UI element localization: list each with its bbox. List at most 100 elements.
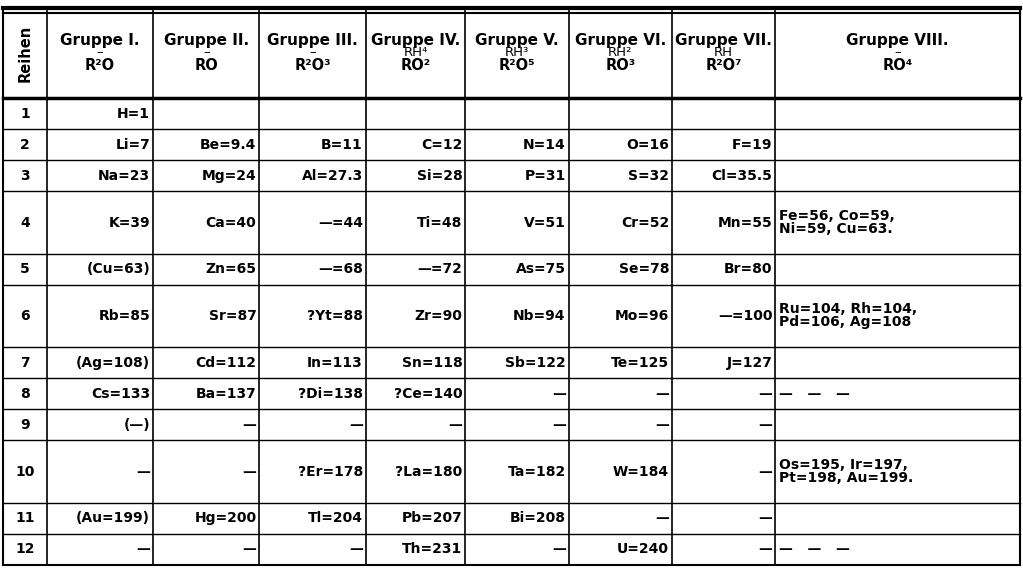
Text: J=127: J=127 — [726, 356, 772, 369]
Text: S=32: S=32 — [628, 169, 669, 183]
Text: ?Ce=140: ?Ce=140 — [394, 387, 462, 401]
Text: 11: 11 — [15, 511, 35, 526]
Text: B=11: B=11 — [321, 138, 363, 152]
Text: —: — — [136, 543, 150, 556]
Text: —: — — [655, 387, 669, 401]
Text: Br=80: Br=80 — [724, 262, 772, 276]
Text: RO: RO — [194, 59, 218, 74]
Text: (Au=199): (Au=199) — [76, 511, 150, 526]
Text: Sn=118: Sn=118 — [401, 356, 462, 369]
Text: Be=9.4: Be=9.4 — [201, 138, 257, 152]
Text: Mn=55: Mn=55 — [718, 215, 772, 230]
Text: Hg=200: Hg=200 — [194, 511, 257, 526]
Text: K=39: K=39 — [108, 215, 150, 230]
Text: Gruppe VIII.: Gruppe VIII. — [846, 32, 949, 47]
Text: Te=125: Te=125 — [611, 356, 669, 369]
Text: —: — — [759, 511, 772, 526]
Text: V=51: V=51 — [524, 215, 566, 230]
Text: Rb=85: Rb=85 — [98, 309, 150, 323]
Text: Ca=40: Ca=40 — [206, 215, 257, 230]
Text: F=19: F=19 — [731, 138, 772, 152]
Text: Na=23: Na=23 — [98, 169, 150, 183]
Text: –: – — [309, 47, 316, 59]
Text: Zr=90: Zr=90 — [414, 309, 462, 323]
Text: Li=7: Li=7 — [116, 138, 150, 152]
Text: RH⁴: RH⁴ — [403, 47, 428, 59]
Text: R²O⁵: R²O⁵ — [498, 59, 535, 74]
Text: (Ag=108): (Ag=108) — [76, 356, 150, 369]
Text: 8: 8 — [20, 387, 30, 401]
Text: —=68: —=68 — [318, 262, 363, 276]
Text: P=31: P=31 — [525, 169, 566, 183]
Text: Mg=24: Mg=24 — [202, 169, 257, 183]
Text: (—): (—) — [124, 418, 150, 432]
Text: Fe=56, Co=59,: Fe=56, Co=59, — [780, 209, 895, 223]
Text: Gruppe VII.: Gruppe VII. — [675, 32, 772, 47]
Text: Al=27.3: Al=27.3 — [302, 169, 363, 183]
Text: Ba=137: Ba=137 — [195, 387, 257, 401]
Text: Tl=204: Tl=204 — [308, 511, 363, 526]
Text: Pt=198, Au=199.: Pt=198, Au=199. — [780, 471, 914, 485]
Text: Mo=96: Mo=96 — [615, 309, 669, 323]
Text: ?Yt=88: ?Yt=88 — [307, 309, 363, 323]
Text: —: — — [655, 511, 669, 526]
Text: —: — — [551, 418, 566, 432]
Text: —   —   —: — — — — [780, 387, 850, 401]
Text: U=240: U=240 — [617, 543, 669, 556]
Text: Os=195, Ir=197,: Os=195, Ir=197, — [780, 458, 908, 472]
Text: —: — — [759, 387, 772, 401]
Text: Cl=35.5: Cl=35.5 — [712, 169, 772, 183]
Text: —=44: —=44 — [318, 215, 363, 230]
Text: 12: 12 — [15, 543, 35, 556]
Text: 3: 3 — [20, 169, 30, 183]
Text: Ni=59, Cu=63.: Ni=59, Cu=63. — [780, 222, 893, 236]
Text: In=113: In=113 — [307, 356, 363, 369]
Text: C=12: C=12 — [420, 138, 462, 152]
Text: —: — — [349, 418, 363, 432]
Text: 2: 2 — [20, 138, 30, 152]
Text: —: — — [136, 465, 150, 479]
Text: O=16: O=16 — [626, 138, 669, 152]
Text: As=75: As=75 — [516, 262, 566, 276]
Text: 7: 7 — [20, 356, 30, 369]
Text: ?Di=138: ?Di=138 — [298, 387, 363, 401]
Text: —: — — [551, 543, 566, 556]
Text: —: — — [759, 465, 772, 479]
Text: Reihen: Reihen — [17, 25, 33, 82]
Text: —: — — [448, 418, 462, 432]
Text: W=184: W=184 — [613, 465, 669, 479]
Text: ?La=180: ?La=180 — [395, 465, 462, 479]
Text: H=1: H=1 — [117, 107, 150, 121]
Text: Zn=65: Zn=65 — [206, 262, 257, 276]
Text: RH²: RH² — [608, 47, 632, 59]
Text: —: — — [551, 387, 566, 401]
Text: Gruppe II.: Gruppe II. — [164, 32, 249, 47]
Text: Gruppe VI.: Gruppe VI. — [575, 32, 666, 47]
Text: —: — — [349, 543, 363, 556]
Text: —: — — [655, 418, 669, 432]
Text: –: – — [96, 47, 103, 59]
Text: —: — — [242, 418, 257, 432]
Text: Gruppe III.: Gruppe III. — [267, 32, 358, 47]
Text: 5: 5 — [20, 262, 30, 276]
Text: Bi=208: Bi=208 — [509, 511, 566, 526]
Text: –: – — [894, 47, 901, 59]
Text: —: — — [242, 465, 257, 479]
Text: 10: 10 — [15, 465, 35, 479]
Text: R²O: R²O — [85, 59, 115, 74]
Text: —=72: —=72 — [417, 262, 462, 276]
Text: Si=28: Si=28 — [416, 169, 462, 183]
Text: RO²: RO² — [400, 59, 431, 74]
Text: Ru=104, Rh=104,: Ru=104, Rh=104, — [780, 303, 918, 316]
Text: (Cu=63): (Cu=63) — [86, 262, 150, 276]
Text: Pb=207: Pb=207 — [401, 511, 462, 526]
Text: Nb=94: Nb=94 — [514, 309, 566, 323]
Text: Pd=106, Ag=108: Pd=106, Ag=108 — [780, 315, 911, 329]
Text: 1: 1 — [20, 107, 30, 121]
Text: Gruppe IV.: Gruppe IV. — [371, 32, 460, 47]
Text: Ti=48: Ti=48 — [417, 215, 462, 230]
Text: —: — — [759, 543, 772, 556]
Text: 6: 6 — [20, 309, 30, 323]
Text: Se=78: Se=78 — [619, 262, 669, 276]
Text: Cr=52: Cr=52 — [621, 215, 669, 230]
